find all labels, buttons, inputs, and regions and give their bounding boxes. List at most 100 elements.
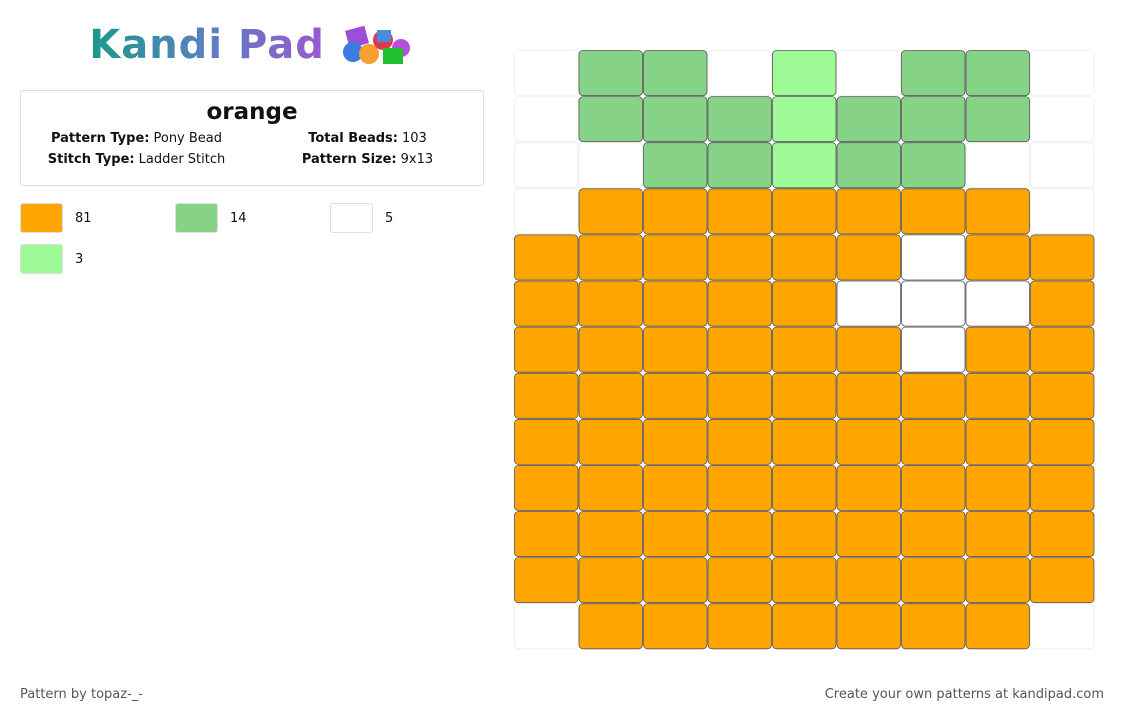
bead (643, 464, 708, 511)
legend-item: 14 (175, 203, 330, 233)
bead (643, 142, 708, 189)
bead (578, 234, 643, 281)
logo[interactable]: Kandi Pad (0, 22, 504, 68)
bead (836, 280, 901, 327)
swatch (330, 203, 373, 233)
info-item: Pattern Type: Pony Bead (21, 131, 252, 146)
bead (772, 50, 837, 96)
bead (836, 511, 901, 557)
bead (1030, 557, 1095, 604)
bead (643, 234, 708, 281)
empty-cell (514, 50, 579, 97)
empty-cell (578, 142, 643, 189)
bead (836, 372, 901, 419)
bead (1030, 511, 1095, 557)
bead (965, 280, 1030, 327)
legend-count: 3 (75, 251, 84, 267)
info-box: orange Pattern Type: Pony Bead Total Beads… (20, 90, 484, 186)
info-value: Ladder Stitch (138, 152, 226, 167)
pattern-title: orange (206, 99, 298, 125)
bead (965, 326, 1030, 373)
bead (707, 511, 772, 557)
bead (836, 557, 901, 604)
bead (836, 418, 901, 465)
bead (707, 280, 772, 327)
bead (1030, 326, 1095, 373)
bead (707, 372, 772, 419)
bead (836, 96, 901, 143)
bead (643, 96, 708, 143)
bead (772, 511, 837, 557)
legend-count: 14 (230, 210, 247, 226)
bead (514, 464, 579, 511)
bead (578, 280, 643, 327)
bead (514, 372, 579, 419)
bead (772, 603, 837, 650)
bead (965, 50, 1030, 96)
bead (901, 511, 966, 557)
bead (578, 50, 643, 96)
bead (772, 464, 837, 511)
legend-count: 81 (75, 210, 92, 226)
info-value: Pony Bead (153, 131, 223, 146)
legend: 81 14 5 3 (20, 203, 500, 274)
bead (707, 326, 772, 373)
info-label: Total Beads: (308, 131, 398, 146)
bead (901, 557, 966, 604)
bead (707, 603, 772, 650)
bead (578, 603, 643, 650)
bead (514, 418, 579, 465)
bead (578, 188, 643, 235)
bead (1030, 418, 1095, 465)
bead (578, 511, 643, 557)
bead-grid (514, 50, 1095, 650)
bead (965, 464, 1030, 511)
bead (965, 511, 1030, 557)
bead (836, 234, 901, 281)
bead (901, 96, 966, 143)
promo[interactable]: Create your own patterns at kandipad.com (824, 687, 1104, 702)
info-value: 9x13 (400, 152, 434, 167)
empty-cell (1030, 603, 1095, 650)
bead (772, 372, 837, 419)
logo-text: Kandi Pad (89, 22, 325, 68)
bead (901, 418, 966, 465)
empty-cell (1030, 188, 1095, 235)
info-item: Stitch Type: Ladder Stitch (21, 152, 252, 167)
bead (965, 234, 1030, 281)
bead (578, 418, 643, 465)
bead (772, 418, 837, 465)
bead (836, 326, 901, 373)
bead (578, 557, 643, 604)
bead (643, 511, 708, 557)
credit: Pattern by topaz-_- (20, 687, 143, 702)
bead (514, 326, 579, 373)
bead (772, 96, 837, 143)
info-label: Pattern Size: (301, 152, 397, 167)
empty-cell (836, 50, 901, 97)
bead (643, 418, 708, 465)
legend-count: 5 (385, 210, 394, 226)
bead (901, 326, 966, 373)
bead (965, 557, 1030, 604)
bead (772, 280, 837, 327)
swatch (20, 203, 63, 233)
bead (514, 234, 579, 281)
empty-cell (514, 603, 579, 650)
info-label: Pattern Type: (50, 131, 150, 146)
logo-icon (342, 25, 410, 64)
info-value: 103 (401, 131, 427, 146)
bead (643, 280, 708, 327)
bead (707, 418, 772, 465)
swatch (20, 244, 63, 274)
legend-item: 81 (20, 203, 175, 233)
bead (772, 188, 837, 235)
bead (836, 142, 901, 189)
bead (836, 464, 901, 511)
bead (578, 372, 643, 419)
bead (965, 418, 1030, 465)
empty-cell (514, 96, 579, 143)
bead (578, 464, 643, 511)
bead (901, 188, 966, 235)
info-grid: Pattern Type: Pony Bead Total Beads: 103 Sti… (21, 131, 483, 167)
